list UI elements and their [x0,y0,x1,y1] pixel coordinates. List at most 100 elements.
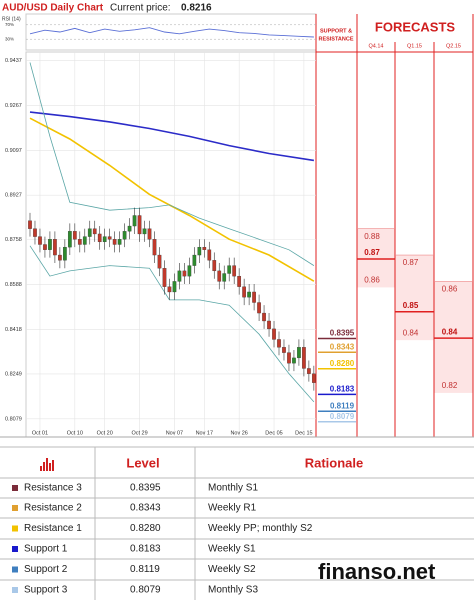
x-tick-label: Oct 10 [67,430,83,436]
forecasts-title: FORECASTS [375,19,456,34]
row-name: Resistance 2 [24,503,82,514]
y-tick-label: 0.9097 [5,148,22,154]
y-tick-label: 0.9267 [5,103,22,109]
candle-body [102,236,107,243]
candle-body [97,233,102,243]
candle-body [142,228,147,235]
forecast-column-label: Q4.14 [369,43,384,49]
candle-body [107,236,112,240]
x-tick-label: Oct 20 [97,430,113,436]
y-tick-label: 0.8418 [5,327,22,333]
candle-body [162,268,167,287]
watermark: finanso.net [318,559,436,584]
row-name: Resistance 3 [24,483,82,494]
candle-body [237,275,242,287]
row-swatch [12,525,18,532]
row-rationale: Weekly R1 [208,503,257,514]
candle-body [232,265,237,277]
indicator-line [29,27,314,38]
candle-body [92,228,97,235]
candle-body [242,286,246,298]
candle-body [292,357,296,364]
forecast-column-label: Q2.15 [446,43,461,49]
candle-body [122,231,127,240]
sr-header: SUPPORT & [320,28,352,34]
chart-title: AUD/USD Daily Chart [2,3,104,14]
candle-body [117,239,122,245]
candle-body [307,368,311,374]
y-tick-label: 0.8079 [5,416,22,422]
current-price-label: Current price: [110,3,171,14]
candle-body [302,347,306,369]
candle-body [247,291,251,298]
table-header: Level [126,455,159,470]
forecast-low: 0.82 [442,381,458,390]
x-tick-label: Oct 01 [32,430,48,436]
y-tick-label: 0.8588 [5,282,22,288]
candle-body [152,239,157,256]
candle-body [137,215,142,235]
y-tick-label: 0.8249 [5,371,22,377]
level-label: 0.8280 [330,359,355,368]
candle-body [28,220,32,229]
current-price: 0.8216 [181,3,212,14]
candle-body [227,265,232,274]
candle-body [277,339,281,348]
row-name: Support 1 [24,544,68,555]
forecast-high: 0.86 [442,285,458,294]
candle-body [33,228,37,237]
table-icon [40,458,54,471]
candle-body [72,231,77,240]
level-label: 0.8183 [330,384,355,393]
forecast-mid-label: 0.87 [364,248,380,257]
row-swatch [12,566,18,573]
forecast-low: 0.86 [364,276,380,285]
level-label: 0.8343 [330,342,355,351]
candle-body [58,254,62,261]
row-swatch [12,505,18,511]
row-swatch [12,587,18,593]
x-tick-label: Dec 05 [265,430,282,436]
forecast-range [395,255,434,341]
forecast-range [434,281,473,393]
rsi-tick-label: 30% [5,36,14,41]
candle-body [187,265,192,277]
row-level: 0.8280 [130,523,161,534]
candle-body [127,225,132,232]
candle-body [132,215,137,227]
x-tick-label: Nov 07 [166,430,183,436]
candle-body [192,254,197,266]
row-level: 0.8183 [130,544,161,555]
forecast-mid-label: 0.85 [403,301,419,310]
forecast-column-label: Q1.15 [407,43,422,49]
level-label: 0.8079 [330,412,355,421]
candle-body [297,347,301,359]
row-level: 0.8079 [130,585,161,596]
candle-body [207,249,212,261]
candle-body [77,239,82,245]
candle-body [182,270,187,277]
candle-body [252,291,256,303]
indicator-line [29,245,315,403]
forecast-low: 0.84 [403,328,419,337]
candle-body [257,302,261,314]
candle-body [282,347,286,353]
row-rationale: Monthly S3 [208,585,258,596]
level-label: 0.8119 [330,401,355,410]
candle-body [222,273,227,282]
candle-body [38,236,42,245]
row-rationale: Weekly S2 [208,564,256,575]
indicator-line [29,111,315,162]
candle-body [262,312,266,322]
row-level: 0.8119 [130,564,160,575]
candle-body [43,244,47,250]
candle-body [82,236,87,245]
forecast-range [357,228,395,288]
candle-body [312,373,316,383]
forecast-mid-label: 0.84 [442,327,458,336]
row-swatch [12,485,18,491]
candle-body [157,254,162,269]
candle-body [67,231,72,248]
candle-body [53,239,57,256]
